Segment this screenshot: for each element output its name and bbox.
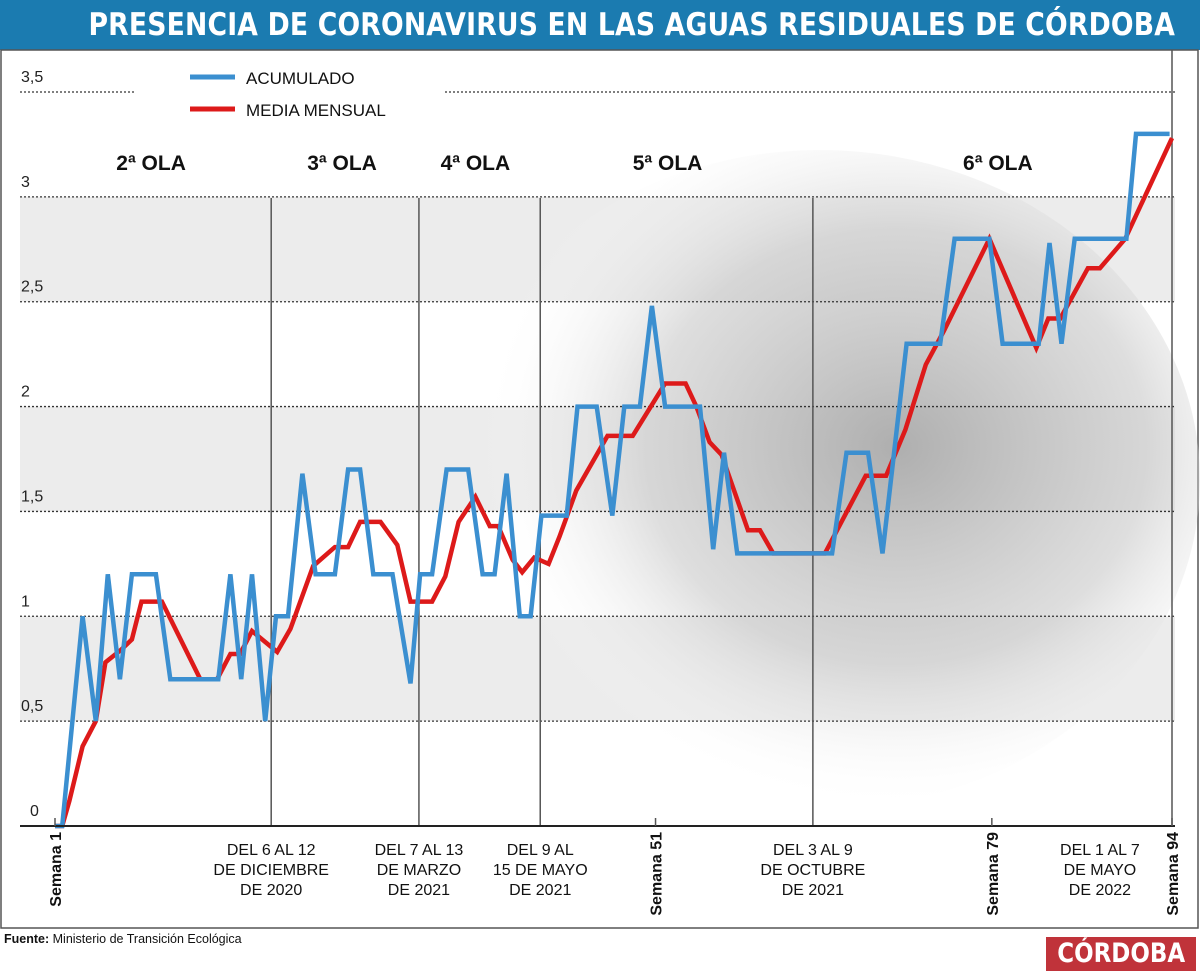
y-tick-label: 1 bbox=[21, 593, 30, 610]
source-note: Fuente: Ministerio de Transición Ecológi… bbox=[4, 932, 242, 946]
x-label-line: DE OCTUBRE bbox=[760, 862, 865, 879]
wave-label: 5ª OLA bbox=[633, 152, 703, 175]
y-tick-label: 0 bbox=[30, 803, 39, 820]
x-label-line: DE MARZO bbox=[377, 862, 461, 879]
background-photo bbox=[440, 150, 1200, 810]
legend: ACUMULADO MEDIA MENSUAL bbox=[190, 69, 386, 120]
y-tick-label: 2,5 bbox=[21, 279, 43, 296]
x-label-line: DEL 6 AL 12 bbox=[227, 842, 316, 859]
wave-label: 3ª OLA bbox=[307, 152, 377, 175]
wave-label: 6ª OLA bbox=[963, 152, 1033, 175]
y-axis: 0 0,5 1 1,5 2 2,5 3 3,5 bbox=[21, 69, 43, 820]
series-line-media-mensual bbox=[55, 137, 1175, 829]
y-tick-label: 3,5 bbox=[21, 69, 43, 86]
x-label-line: DE 2021 bbox=[782, 882, 844, 899]
x-label-line: DEL 1 AL 7 bbox=[1060, 842, 1140, 859]
y-tick-label: 1,5 bbox=[21, 488, 43, 505]
x-label-line: DE 2021 bbox=[509, 882, 571, 899]
y-tick-label: 2 bbox=[21, 384, 30, 401]
x-label-line: DEL 9 AL bbox=[507, 842, 574, 859]
logo: CÓRDOBA bbox=[1046, 937, 1196, 971]
series-line-acumulado bbox=[55, 131, 1170, 829]
source-label: Fuente: bbox=[4, 932, 50, 946]
x-label-rotated: Semana 51 bbox=[649, 832, 666, 916]
x-label-line: DEL 7 AL 13 bbox=[375, 842, 464, 859]
y-tick-label: 0,5 bbox=[21, 698, 43, 715]
x-axis-labels: Semana 1 DEL 6 AL 12 DE DICIEMBRE DE 2020 DE… bbox=[48, 818, 1182, 916]
legend-label-acumulado: ACUMULADO bbox=[246, 69, 355, 88]
legend-label-media-mensual: MEDIA MENSUAL bbox=[246, 101, 386, 120]
x-label-line: DE DICIEMBRE bbox=[213, 862, 329, 879]
chart-title-text: PRESENCIA DE CORONAVIRUS EN LAS AGUAS RE… bbox=[88, 7, 1176, 43]
chart-title: PRESENCIA DE CORONAVIRUS EN LAS AGUAS RE… bbox=[0, 0, 1200, 50]
series-lines bbox=[55, 131, 1175, 829]
source-text: Ministerio de Transición Ecológica bbox=[52, 932, 242, 946]
logo-text: CÓRDOBA bbox=[1057, 938, 1186, 969]
x-label-line: DE 2022 bbox=[1069, 882, 1131, 899]
vertical-markers bbox=[270, 50, 1173, 826]
x-label-rotated: Semana 94 bbox=[1165, 832, 1182, 916]
x-label-line: DE 2020 bbox=[240, 882, 302, 899]
wave-label: 4ª OLA bbox=[441, 152, 511, 175]
y-tick-label: 3 bbox=[21, 174, 30, 191]
x-label-rotated: Semana 1 bbox=[48, 832, 65, 907]
x-label-line: DE MAYO bbox=[1064, 862, 1137, 879]
x-label-line: DE 2021 bbox=[388, 882, 450, 899]
wave-label: 2ª OLA bbox=[116, 152, 186, 175]
wave-labels: 2ª OLA 3ª OLA 4ª OLA 5ª OLA 6ª OLA bbox=[116, 152, 1032, 175]
x-label-rotated: Semana 79 bbox=[985, 832, 1002, 916]
x-label-line: DEL 3 AL 9 bbox=[773, 842, 853, 859]
x-label-line: 15 DE MAYO bbox=[493, 862, 588, 879]
